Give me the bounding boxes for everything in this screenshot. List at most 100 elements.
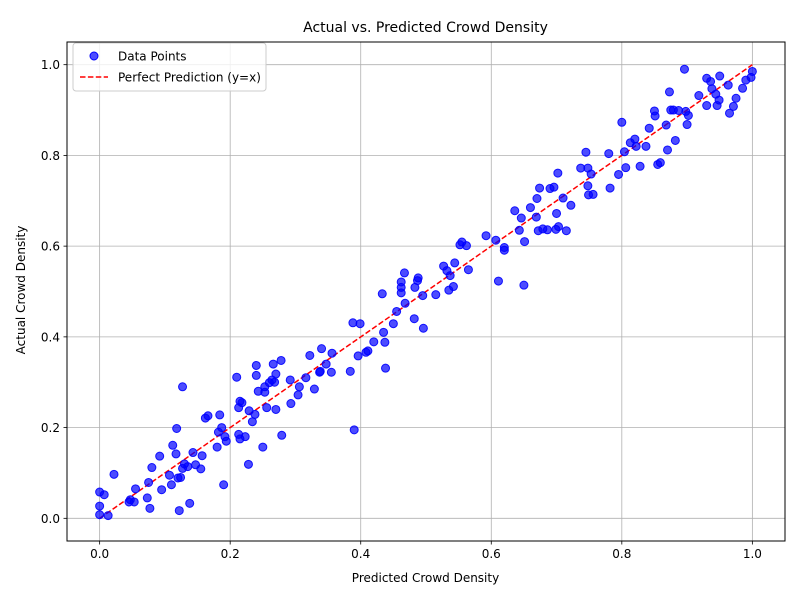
data-point xyxy=(516,213,526,223)
data-point xyxy=(260,387,270,397)
data-point xyxy=(147,463,157,473)
data-point xyxy=(155,451,165,461)
data-point xyxy=(418,291,428,301)
x-tick-label: 0.2 xyxy=(221,547,240,561)
data-point xyxy=(164,470,174,480)
y-tick-label: 0.8 xyxy=(41,149,60,163)
data-point xyxy=(747,66,757,76)
data-point xyxy=(655,158,665,168)
data-point xyxy=(499,242,509,252)
data-point xyxy=(268,359,278,369)
data-point xyxy=(553,168,563,178)
data-point xyxy=(145,503,155,513)
data-point xyxy=(157,485,167,495)
x-tick-label: 0.6 xyxy=(482,547,501,561)
data-point xyxy=(738,83,748,93)
data-point xyxy=(183,462,193,472)
y-tick-label: 0.2 xyxy=(41,421,60,435)
data-point xyxy=(237,398,247,408)
y-tick-label: 0.4 xyxy=(41,330,60,344)
data-point xyxy=(635,161,645,171)
data-point xyxy=(723,80,733,90)
data-point xyxy=(219,480,229,490)
data-point xyxy=(232,372,242,382)
legend: Data Points Perfect Prediction (y=x) xyxy=(72,42,267,92)
x-tick-label: 1.0 xyxy=(743,547,762,561)
data-point xyxy=(644,123,654,133)
data-point xyxy=(309,384,319,394)
data-point xyxy=(604,149,614,159)
data-point xyxy=(388,319,398,329)
data-point xyxy=(399,268,409,278)
data-point xyxy=(251,360,261,370)
data-point xyxy=(240,432,250,442)
data-point xyxy=(131,484,141,494)
data-point xyxy=(294,382,304,392)
data-point xyxy=(142,493,152,503)
data-point xyxy=(301,373,311,383)
data-point xyxy=(203,411,213,421)
data-point xyxy=(174,506,184,516)
data-point xyxy=(641,141,651,151)
data-point xyxy=(493,276,503,286)
data-point xyxy=(286,399,296,409)
data-point xyxy=(413,273,423,283)
data-point xyxy=(396,277,406,287)
x-axis-label: Predicted Crowd Density xyxy=(352,571,499,585)
data-point xyxy=(103,511,113,521)
data-point xyxy=(217,423,227,433)
data-point xyxy=(277,430,287,440)
data-point xyxy=(510,206,520,216)
data-point xyxy=(617,117,627,127)
data-point xyxy=(270,377,280,387)
x-axis-ticks: 0.0 0.2 0.4 0.6 0.8 1.0 xyxy=(90,541,762,561)
grid xyxy=(67,42,785,541)
data-point xyxy=(327,348,337,358)
data-point xyxy=(463,265,473,275)
data-point xyxy=(588,189,598,199)
data-point xyxy=(377,289,387,299)
data-point xyxy=(558,193,568,203)
data-point xyxy=(392,306,402,316)
data-point xyxy=(514,225,524,235)
data-point xyxy=(285,375,295,385)
legend-box xyxy=(72,42,267,92)
data-point xyxy=(321,359,331,369)
data-point xyxy=(178,382,188,392)
data-point xyxy=(221,436,231,446)
data-point xyxy=(561,226,571,236)
data-point xyxy=(271,404,281,414)
data-point xyxy=(293,390,303,400)
data-point xyxy=(702,101,712,111)
data-point xyxy=(535,183,545,193)
data-point xyxy=(448,282,458,292)
data-point xyxy=(731,93,741,103)
data-point xyxy=(491,235,501,245)
data-point xyxy=(566,200,576,210)
data-point xyxy=(251,370,261,380)
data-point xyxy=(581,147,591,157)
data-point xyxy=(185,498,195,508)
data-point xyxy=(262,403,272,413)
x-tick-label: 0.4 xyxy=(351,547,370,561)
data-point xyxy=(380,337,390,347)
data-point xyxy=(250,409,260,419)
data-point xyxy=(95,501,105,511)
data-point xyxy=(349,425,359,435)
data-point xyxy=(725,108,735,118)
data-point xyxy=(650,111,660,121)
data-point xyxy=(728,101,738,111)
data-point xyxy=(276,355,286,365)
data-point xyxy=(605,183,615,193)
data-point xyxy=(129,497,139,507)
data-point xyxy=(176,472,186,482)
data-point xyxy=(542,225,552,235)
data-point xyxy=(345,366,355,376)
data-point xyxy=(583,181,593,191)
data-point xyxy=(215,410,225,420)
data-point xyxy=(109,469,119,479)
x-tick-label: 0.0 xyxy=(90,547,109,561)
data-point xyxy=(168,440,178,450)
data-point xyxy=(532,194,542,204)
